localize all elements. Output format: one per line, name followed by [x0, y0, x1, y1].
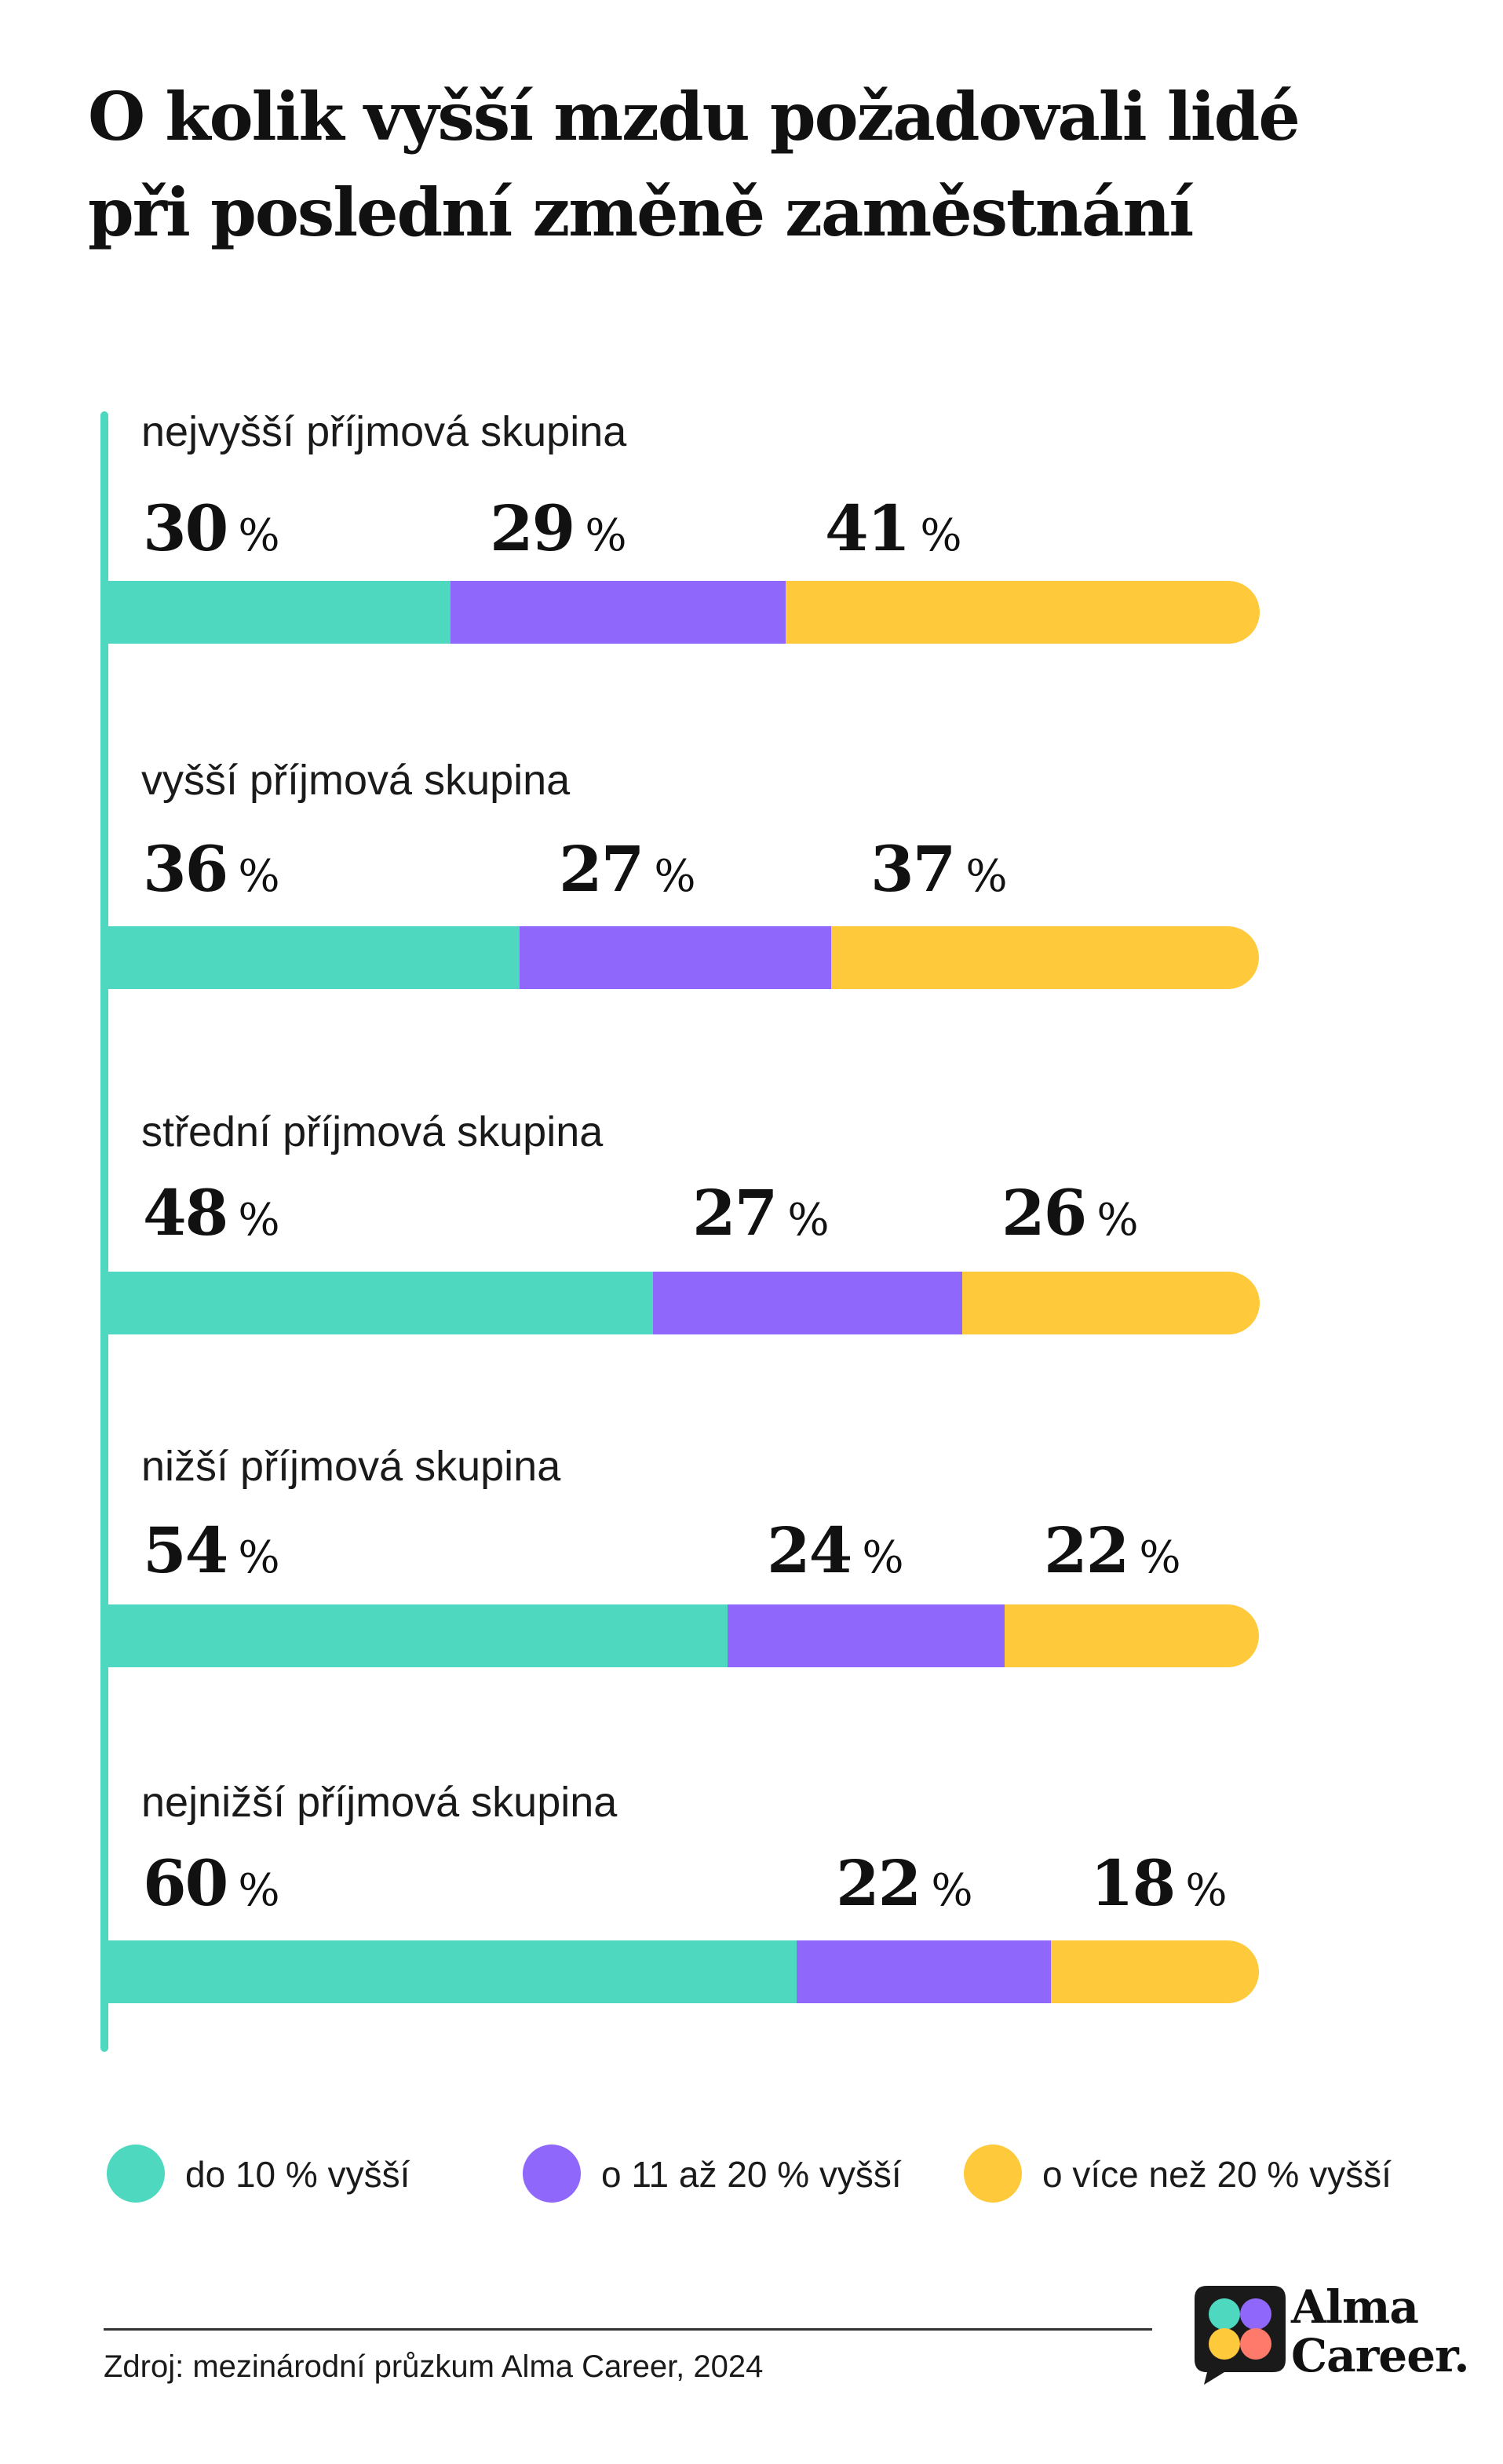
bar-segment	[786, 581, 1260, 644]
value-unit: %	[238, 1195, 280, 1246]
footer-divider	[104, 2328, 1152, 2331]
value-number: 27	[559, 832, 644, 906]
legend-label: o 11 až 20 % vyšší	[601, 2154, 902, 2195]
bar-segment	[1005, 1604, 1259, 1667]
bar-segment	[451, 581, 786, 644]
bar-segment	[104, 926, 520, 989]
value-number: 24	[767, 1513, 852, 1587]
value-label: 27%	[559, 834, 696, 912]
bar-segment	[104, 1604, 728, 1667]
value-unit: %	[654, 851, 696, 902]
value-unit: %	[1185, 1865, 1228, 1916]
value-label: 30%	[143, 493, 280, 571]
brand-wordmark: Alma Career.	[1291, 2280, 1470, 2382]
value-label: 26%	[1001, 1177, 1139, 1256]
bar-segment	[653, 1272, 962, 1334]
value-unit: %	[931, 1865, 973, 1916]
bar-segment	[104, 581, 451, 644]
value-label: 36%	[143, 834, 280, 912]
chart-title: O kolik vyšší mzdu požadovali lidé při p…	[88, 69, 1422, 261]
value-label: 22%	[1044, 1515, 1181, 1593]
value-number: 29	[490, 491, 575, 565]
bar-segment	[520, 926, 831, 989]
value-label: 27%	[692, 1177, 830, 1256]
value-number: 27	[692, 1176, 778, 1250]
value-unit: %	[585, 510, 627, 561]
category-label: střední příjmová skupina	[141, 1108, 604, 1155]
value-label: 29%	[490, 493, 627, 571]
value-unit: %	[238, 510, 280, 561]
value-number: 30	[143, 491, 228, 565]
source-note: Zdroj: mezinárodní průzkum Alma Career, …	[104, 2349, 764, 2384]
value-unit: %	[238, 1865, 280, 1916]
value-unit: %	[1096, 1195, 1139, 1246]
legend-label: o více než 20 % vyšší	[1042, 2154, 1392, 2195]
category-label: nejvyšší příjmová skupina	[141, 408, 627, 455]
value-unit: %	[965, 851, 1008, 902]
chart-title-line-2: při poslední změně zaměstnání	[88, 173, 1194, 251]
legend-swatch	[523, 2145, 581, 2203]
value-number: 41	[825, 491, 910, 565]
category-axis-line	[100, 411, 108, 2052]
value-number: 18	[1090, 1846, 1176, 1920]
value-number: 22	[836, 1846, 921, 1920]
bar-segment	[1051, 1940, 1259, 2003]
value-unit: %	[238, 1532, 280, 1583]
bar-segment	[728, 1604, 1005, 1667]
legend-swatch	[107, 2145, 165, 2203]
value-label: 18%	[1090, 1848, 1228, 1926]
bar-segment	[797, 1940, 1051, 2003]
value-unit: %	[238, 851, 280, 902]
category-label: nižší příjmová skupina	[141, 1443, 561, 1490]
value-label: 22%	[836, 1848, 973, 1926]
brand-line-2: Career.	[1291, 2329, 1470, 2382]
value-number: 37	[870, 832, 956, 906]
category-label: nejnižší příjmová skupina	[141, 1779, 618, 1826]
value-number: 26	[1001, 1176, 1087, 1250]
value-number: 60	[143, 1846, 228, 1920]
alma-career-logo-icon	[1195, 2286, 1286, 2385]
value-label: 60%	[143, 1848, 280, 1926]
value-number: 48	[143, 1176, 228, 1250]
value-label: 37%	[870, 834, 1008, 912]
bar-segment	[104, 1272, 653, 1334]
value-label: 54%	[143, 1515, 280, 1593]
bar-segment	[104, 1940, 797, 2003]
bar-segment	[962, 1272, 1260, 1334]
value-unit: %	[787, 1195, 830, 1246]
value-number: 22	[1044, 1513, 1129, 1587]
value-number: 54	[143, 1513, 228, 1587]
value-unit: %	[920, 510, 962, 561]
value-label: 24%	[767, 1515, 904, 1593]
value-label: 41%	[825, 493, 962, 571]
brand-line-1: Alma	[1291, 2280, 1419, 2334]
chart-title-line-1: O kolik vyšší mzdu požadovali lidé	[88, 78, 1301, 155]
value-unit: %	[1139, 1532, 1181, 1583]
category-label: vyšší příjmová skupina	[141, 757, 571, 804]
legend-label: do 10 % vyšší	[185, 2154, 410, 2195]
bar-segment	[831, 926, 1259, 989]
value-number: 36	[143, 832, 228, 906]
legend-swatch	[964, 2145, 1022, 2203]
value-label: 48%	[143, 1177, 280, 1256]
value-unit: %	[862, 1532, 904, 1583]
